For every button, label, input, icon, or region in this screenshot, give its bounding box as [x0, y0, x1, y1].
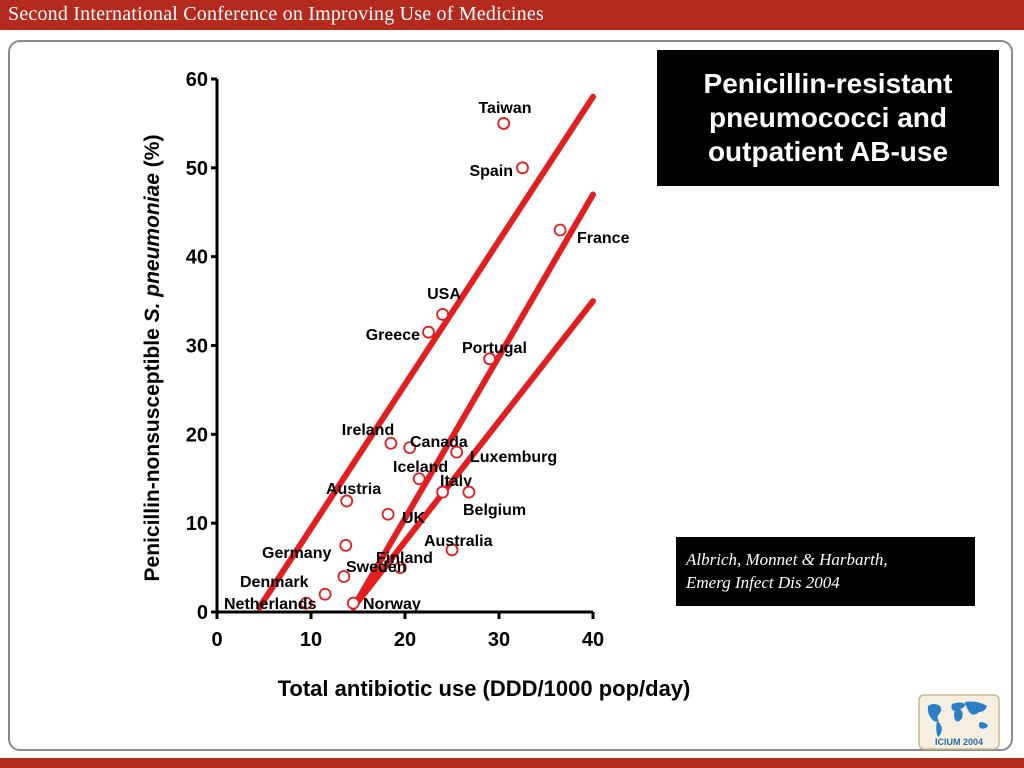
x-tick-label: 0 [211, 629, 222, 651]
title-box: Penicillin-resistant pneumococci and out… [657, 50, 999, 186]
point-label: France [577, 230, 630, 247]
citation-line-2: Emerg Infect Dis 2004 [686, 573, 840, 592]
y-tick-label: 10 [186, 513, 208, 535]
point-label: Italy [440, 473, 472, 490]
data-point [462, 485, 476, 499]
data-point [393, 561, 407, 574]
trend-line [350, 191, 596, 611]
data-point [436, 485, 450, 499]
conference-title: Second International Conference on Impro… [8, 3, 544, 25]
y-tick-label: 50 [186, 158, 208, 180]
data-point [516, 161, 529, 175]
point-label: Portugal [462, 340, 527, 357]
point-label: Australia [424, 533, 493, 550]
data-point [384, 436, 398, 450]
x-tick-label: 20 [394, 629, 416, 651]
point-label: Spain [469, 163, 513, 180]
point-label: Greece [366, 327, 420, 344]
x-tick-label: 40 [582, 629, 604, 651]
point-label: Taiwan [478, 100, 531, 117]
trend-line [256, 93, 596, 611]
data-point [483, 352, 497, 366]
point-label: Norway [363, 596, 421, 613]
point-label: Denmark [240, 574, 309, 591]
data-point [436, 308, 450, 321]
y-tick-label: 0 [197, 602, 208, 624]
point-label: Finland [376, 550, 433, 567]
x-axis-label: Total antibiotic use (DDD/1000 pop/day) [277, 676, 691, 701]
citation-line-1: Albrich, Monnet & Harbarth, [686, 550, 888, 569]
data-point [339, 538, 353, 552]
point-label: Germany [262, 545, 331, 562]
data-point [497, 117, 511, 130]
data-point [318, 587, 332, 601]
data-point [381, 507, 395, 521]
point-label: Ireland [342, 422, 394, 439]
point-label: Sweden [346, 559, 406, 576]
y-tick-label: 60 [186, 69, 208, 91]
data-point [412, 472, 426, 486]
point-label: Iceland [393, 459, 448, 476]
y-tick-label: 30 [186, 336, 208, 358]
trend-line [350, 298, 596, 611]
header-bar: Second International Conference on Impro… [0, 0, 1024, 30]
data-point [340, 494, 354, 508]
data-point [403, 441, 417, 455]
data-point [346, 596, 360, 610]
world-map-icon: ICIUM 2004 [918, 694, 1000, 750]
chart-title: Penicillin-resistant pneumococci and out… [703, 68, 953, 167]
x-tick-label: 30 [488, 629, 510, 651]
data-point [337, 570, 351, 583]
y-tick-label: 20 [186, 424, 208, 446]
data-point [450, 445, 464, 459]
data-point [553, 223, 567, 237]
point-label: UK [402, 510, 426, 527]
citation-box: Albrich, Monnet & Harbarth, Emerg Infect… [676, 537, 975, 606]
logo-text: ICIUM 2004 [935, 737, 983, 747]
x-tick-label: 10 [300, 629, 322, 651]
point-label: Luxemburg [470, 449, 557, 466]
y-tick-label: 40 [186, 247, 208, 269]
point-label: USA [427, 286, 461, 303]
data-point [299, 596, 313, 610]
point-label: Austria [326, 481, 381, 498]
point-label: Belgium [463, 502, 526, 519]
y-axis-label: Penicillin-nonsusceptible S. pneumoniae … [141, 134, 164, 582]
footer-bar [0, 758, 1024, 768]
data-point [422, 325, 435, 339]
data-point [445, 543, 459, 557]
point-label: Netherlands [224, 596, 317, 613]
